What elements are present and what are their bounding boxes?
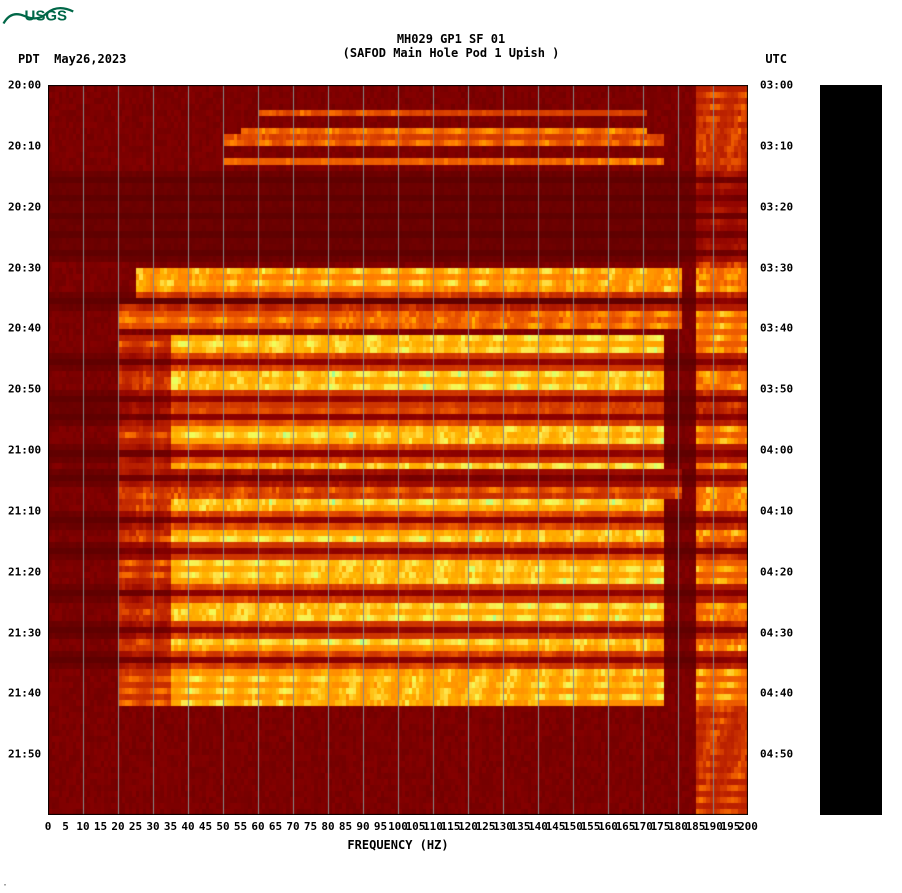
x-tick: 20 bbox=[111, 820, 124, 833]
x-tick: 35 bbox=[164, 820, 177, 833]
right-timezone: UTC bbox=[765, 52, 787, 66]
x-tick: 90 bbox=[356, 820, 369, 833]
y-right-tick: 04:30 bbox=[760, 626, 793, 639]
y-left-tick: 20:30 bbox=[8, 261, 41, 274]
y-left-tick: 21:50 bbox=[8, 748, 41, 761]
y-right-tick: 04:50 bbox=[760, 748, 793, 761]
x-axis-label: FREQUENCY (HZ) bbox=[48, 838, 748, 852]
y-left-tick: 21:40 bbox=[8, 687, 41, 700]
x-tick: 25 bbox=[129, 820, 142, 833]
usgs-logo: USGS bbox=[2, 2, 92, 30]
y-left-tick: 20:00 bbox=[8, 79, 41, 92]
y-right-tick: 03:10 bbox=[760, 139, 793, 152]
title-line1: MH029 GP1 SF 01 bbox=[0, 32, 902, 46]
x-tick: 95 bbox=[374, 820, 387, 833]
x-tick: 10 bbox=[76, 820, 89, 833]
y-left-tick: 21:10 bbox=[8, 504, 41, 517]
x-tick: 75 bbox=[304, 820, 317, 833]
y-right-tick: 04:40 bbox=[760, 687, 793, 700]
x-tick: 55 bbox=[234, 820, 247, 833]
y-right-tick: 04:10 bbox=[760, 504, 793, 517]
y-right-tick: 03:00 bbox=[760, 79, 793, 92]
x-tick: 40 bbox=[181, 820, 194, 833]
y-left-tick: 21:30 bbox=[8, 626, 41, 639]
y-right-tick: 03:30 bbox=[760, 261, 793, 274]
left-timezone-date: PDT May26,2023 bbox=[18, 52, 126, 66]
colorbar bbox=[820, 85, 882, 815]
spectrogram-canvas bbox=[48, 85, 748, 815]
x-tick: 60 bbox=[251, 820, 264, 833]
x-tick: 15 bbox=[94, 820, 107, 833]
y-left-tick: 20:40 bbox=[8, 322, 41, 335]
x-tick: 50 bbox=[216, 820, 229, 833]
y-left-tick: 21:00 bbox=[8, 444, 41, 457]
x-tick: 0 bbox=[45, 820, 52, 833]
x-tick: 80 bbox=[321, 820, 334, 833]
y-right-tick: 03:20 bbox=[760, 200, 793, 213]
y-left-tick: 20:20 bbox=[8, 200, 41, 213]
y-right-tick: 03:50 bbox=[760, 383, 793, 396]
y-right-tick: 04:20 bbox=[760, 565, 793, 578]
footnote: · bbox=[2, 880, 8, 891]
x-tick: 65 bbox=[269, 820, 282, 833]
y-right-tick: 03:40 bbox=[760, 322, 793, 335]
svg-text:USGS: USGS bbox=[25, 8, 68, 25]
x-tick: 70 bbox=[286, 820, 299, 833]
y-right-tick: 04:00 bbox=[760, 444, 793, 457]
x-tick: 30 bbox=[146, 820, 159, 833]
y-left-tick: 21:20 bbox=[8, 565, 41, 578]
x-tick: 200 bbox=[738, 820, 758, 833]
x-tick: 85 bbox=[339, 820, 352, 833]
x-tick: 5 bbox=[62, 820, 69, 833]
spectrogram-plot bbox=[48, 85, 748, 815]
y-left-tick: 20:10 bbox=[8, 139, 41, 152]
y-left-tick: 20:50 bbox=[8, 383, 41, 396]
x-tick: 45 bbox=[199, 820, 212, 833]
